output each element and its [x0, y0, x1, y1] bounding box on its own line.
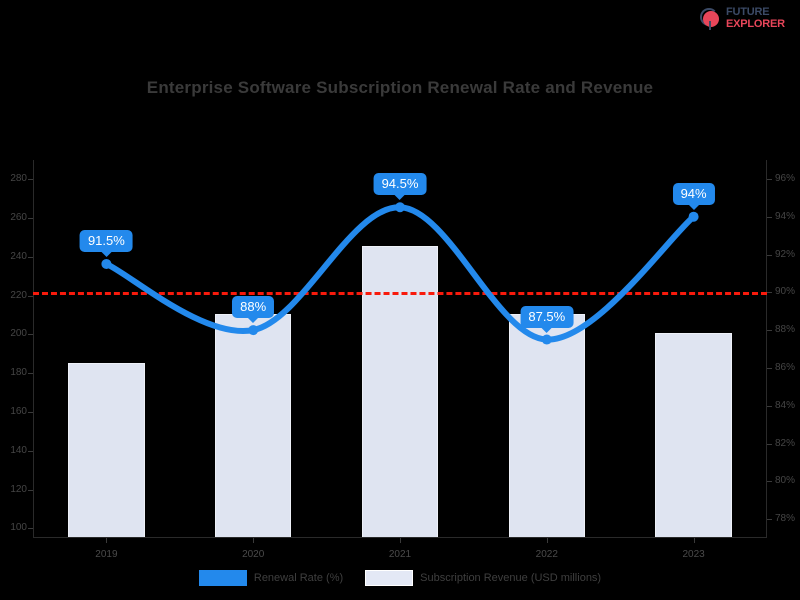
y-axis-right-tick	[767, 178, 772, 180]
y-axis-left-tick	[28, 373, 33, 375]
legend-item-revenue[interactable]: Subscription Revenue (USD millions)	[365, 570, 601, 586]
legend-swatch-bar	[365, 570, 414, 586]
circle-mark-icon	[700, 7, 722, 31]
y-axis-right-tick-label: 80%	[775, 475, 796, 487]
brand-logo: FUTURE EXPLORER	[700, 4, 792, 34]
x-axis-tick	[400, 538, 401, 543]
data-label: 94.5%	[373, 173, 427, 201]
data-label: 94%	[672, 182, 715, 210]
y-axis-left-line	[33, 160, 34, 538]
line-marker	[395, 202, 405, 213]
bar	[508, 314, 585, 537]
logo-stem-icon	[709, 21, 711, 30]
y-axis-left-tick-label: 160	[10, 406, 27, 417]
y-axis-right-tick-label: 96%	[775, 172, 796, 184]
y-axis-right-tick	[767, 481, 772, 483]
line-marker	[688, 211, 699, 222]
y-axis-left-tick	[28, 295, 33, 297]
y-axis-right-tick	[767, 367, 772, 369]
threshold-line	[33, 291, 767, 295]
x-axis-line	[33, 537, 767, 538]
y-axis-left-tick-label: 220	[10, 289, 27, 301]
bar	[361, 246, 439, 537]
legend-swatch-line	[198, 570, 247, 586]
legend-label-renewal-rate: Renewal Rate (%)	[253, 572, 344, 584]
y-axis-left-tick-label: 140	[10, 444, 27, 456]
x-axis-tick	[106, 538, 108, 543]
chart-title: Enterprise Software Subscription Renewal…	[146, 78, 654, 97]
x-axis-tick-label: 2020	[242, 549, 265, 560]
y-axis-left-tick-label: 280	[10, 173, 27, 185]
logo-dot-icon	[703, 11, 719, 27]
y-axis-left-tick	[28, 179, 33, 181]
y-axis-left-tick-label: 260	[10, 212, 27, 224]
legend-label-revenue: Subscription Revenue (USD millions)	[420, 572, 602, 584]
y-axis-right-tick	[767, 443, 772, 445]
x-axis-tick	[546, 538, 548, 543]
logo-line-1: FUTURE	[726, 6, 770, 19]
y-axis-right-line	[766, 160, 767, 538]
y-axis-right-tick	[767, 292, 772, 294]
x-axis-tick-label: 2021	[388, 549, 412, 560]
x-axis-tick	[253, 538, 255, 543]
y-axis-left-tick	[28, 528, 33, 530]
bar	[655, 333, 732, 537]
logo-line-2: EXPLORER	[726, 18, 785, 30]
bar	[215, 314, 292, 537]
bar	[68, 362, 145, 537]
logo-wordmark: FUTURE EXPLORER	[726, 7, 785, 30]
y-axis-right-tick	[767, 254, 772, 256]
y-axis-left-tick	[28, 412, 33, 413]
y-axis-left-tick	[28, 218, 33, 220]
y-axis-left-tick-label: 200	[10, 328, 27, 340]
y-axis-left-tick	[28, 334, 33, 336]
line-marker	[101, 258, 112, 269]
data-label: 87.5%	[520, 305, 574, 333]
x-axis-tick-label: 2022	[535, 549, 558, 560]
y-axis-right-tick	[767, 216, 772, 218]
y-axis-right-tick	[767, 519, 772, 521]
y-axis-left-tick-label: 240	[10, 250, 27, 262]
plot-area: 280 260 240 220 200 180 160 140 120 100 96% 94% 92%…	[10, 160, 795, 560]
y-axis-right-tick-label: 94%	[775, 210, 796, 222]
y-axis-right-tick-label: 84%	[775, 399, 796, 411]
y-axis-right-tick	[767, 405, 772, 407]
y-axis-left-tick	[28, 489, 33, 491]
y-axis-right-tick-label: 82%	[775, 437, 796, 449]
y-axis-right-tick-label: 78%	[775, 513, 796, 525]
y-axis-right-tick-label: 90%	[775, 286, 796, 298]
x-axis-tick	[693, 538, 695, 543]
y-axis-right-tick-label: 86%	[775, 361, 796, 373]
chart-legend: Renewal Rate (%) Subscription Revenue (U…	[0, 570, 800, 586]
y-axis-left-tick	[28, 450, 33, 452]
legend-item-renewal-rate[interactable]: Renewal Rate (%)	[198, 570, 344, 586]
y-axis-right-tick-label: 92%	[775, 248, 796, 260]
x-axis-tick-label: 2023	[682, 549, 705, 560]
y-axis-right-tick-label: 88%	[775, 324, 796, 336]
y-axis-left-tick	[28, 256, 33, 258]
y-axis-left-tick-label: 180	[10, 367, 27, 379]
y-axis-left-tick-label: 100	[10, 522, 27, 534]
x-axis-tick-label: 2019	[95, 549, 118, 560]
y-axis-left-tick-label: 120	[10, 483, 27, 495]
data-label: 88%	[232, 296, 275, 324]
data-label: 91.5%	[79, 229, 133, 257]
y-axis-right-tick	[767, 330, 772, 332]
